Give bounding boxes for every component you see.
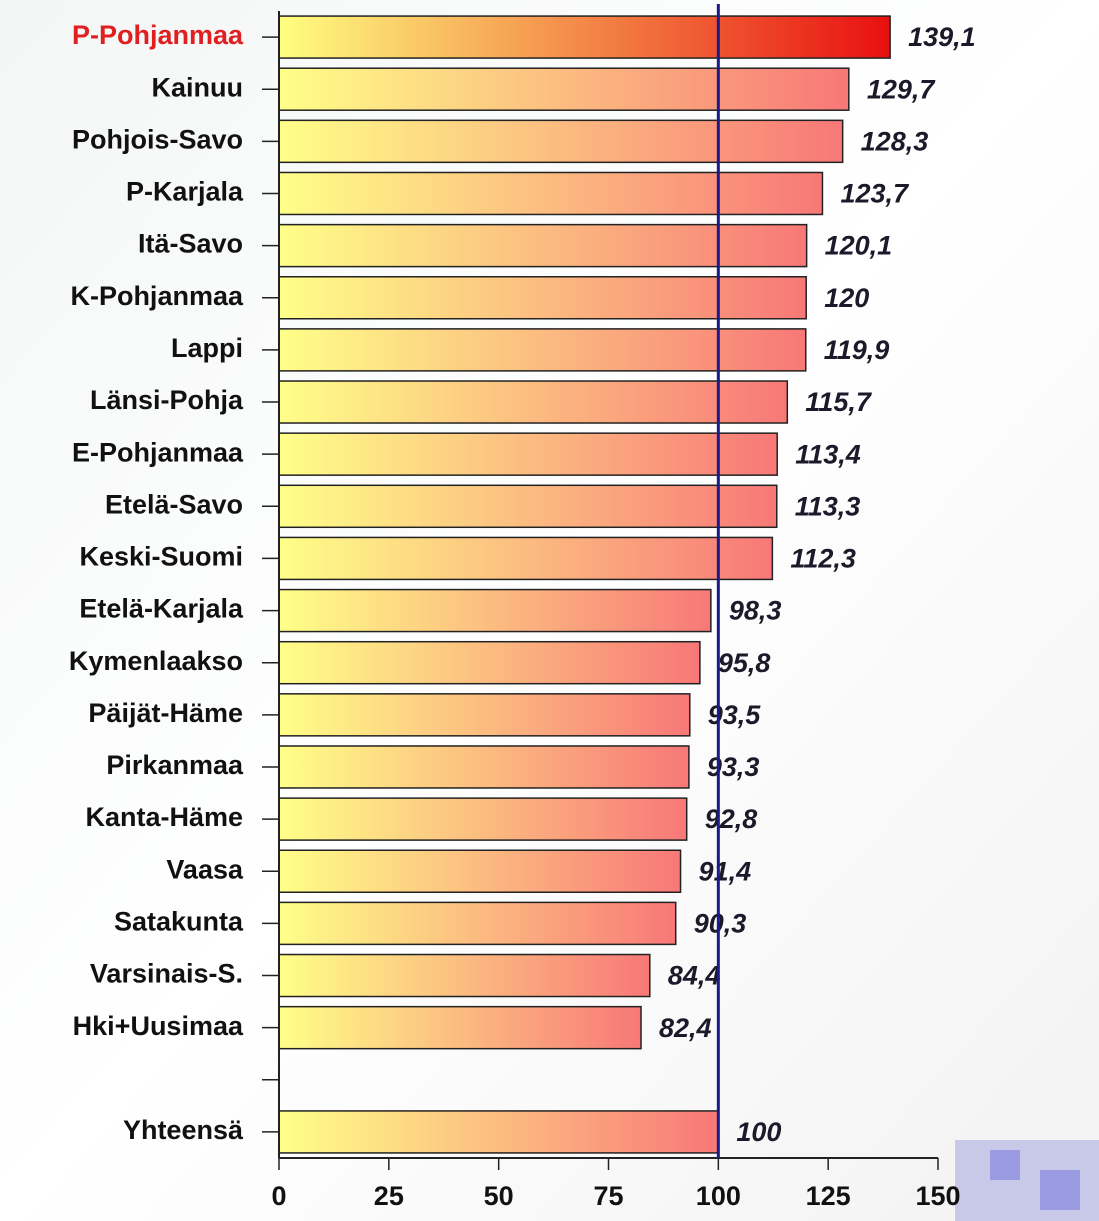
- value-label: 84,4: [668, 961, 721, 991]
- value-label: 95,8: [718, 648, 771, 678]
- x-tick-label: 100: [696, 1181, 741, 1211]
- value-label: 98,3: [729, 596, 782, 626]
- bar: [278, 797, 688, 841]
- value-label: 92,8: [705, 804, 758, 834]
- bar: [278, 1110, 720, 1154]
- value-label: 82,4: [659, 1013, 712, 1043]
- value-label: 93,3: [707, 752, 760, 782]
- bar: [278, 380, 789, 424]
- y-tick-label: Etelä-Savo: [105, 489, 243, 519]
- y-tick-label: K-Pohjanmaa: [70, 281, 244, 311]
- y-tick-label: P-Karjala: [126, 177, 244, 207]
- x-tick-label: 25: [374, 1181, 404, 1211]
- value-label: 113,3: [795, 491, 861, 521]
- bar: [278, 1005, 642, 1050]
- bar: [278, 640, 701, 685]
- y-tick-label: Vaasa: [166, 854, 244, 884]
- bar: [278, 119, 844, 164]
- bar: [278, 67, 850, 111]
- y-tick-label: Lappi: [171, 333, 243, 363]
- y-tick-label: Satakunta: [114, 907, 244, 937]
- y-tick-label: P-Pohjanmaa: [72, 20, 244, 50]
- bar: [278, 588, 712, 633]
- y-tick-label: Pohjois-Savo: [72, 124, 243, 154]
- value-label: 128,3: [861, 126, 929, 156]
- value-label: 123,7: [840, 179, 910, 209]
- y-tick-label: Itä-Savo: [138, 229, 243, 259]
- value-label: 112,3: [790, 544, 856, 574]
- value-label: 129,7: [867, 74, 937, 104]
- decoration: [955, 1140, 1099, 1221]
- bar: [278, 536, 774, 581]
- value-label: 91,4: [699, 856, 752, 886]
- value-label: 93,5: [708, 700, 762, 730]
- bar: [278, 901, 677, 946]
- value-label: 120,1: [825, 231, 893, 261]
- y-tick-label: Päijät-Häme: [88, 698, 243, 728]
- y-tick-label: Länsi-Pohja: [90, 385, 244, 415]
- bar: [278, 953, 651, 998]
- bar: [278, 693, 691, 737]
- x-tick-label: 50: [484, 1181, 514, 1211]
- bar: [278, 171, 824, 216]
- y-tick-label: Kymenlaakso: [69, 646, 243, 676]
- y-tick-label: Varsinais-S.: [90, 959, 243, 989]
- y-tick-label: E-Pohjanmaa: [72, 437, 244, 467]
- bar: [278, 432, 778, 476]
- value-label: 119,9: [824, 335, 890, 365]
- bar: [278, 849, 682, 893]
- value-label: 90,3: [694, 909, 747, 939]
- y-tick-label: Yhteensä: [123, 1115, 244, 1145]
- x-tick-label: 0: [271, 1181, 286, 1211]
- y-tick-label: Kainuu: [152, 72, 244, 102]
- x-tick-label: 125: [806, 1181, 851, 1211]
- y-tick-label: Kanta-Häme: [85, 802, 243, 832]
- value-label: 120: [824, 283, 869, 313]
- value-label: 113,4: [795, 439, 861, 469]
- bar: [278, 328, 807, 372]
- bar: [278, 276, 807, 320]
- x-tick-label: 75: [593, 1181, 623, 1211]
- value-label: 115,7: [805, 387, 873, 417]
- bar: [278, 15, 891, 59]
- bar: [278, 484, 778, 529]
- y-tick-label: Keski-Suomi: [79, 542, 243, 572]
- y-tick-label: Etelä-Karjala: [79, 594, 244, 624]
- x-tick-label: 150: [915, 1181, 960, 1211]
- value-label: 139,1: [908, 22, 976, 52]
- y-tick-label: Hki+Uusimaa: [73, 1011, 244, 1041]
- y-tick-label: Pirkanmaa: [106, 750, 244, 780]
- bar: [278, 745, 690, 789]
- value-label: 100: [736, 1117, 781, 1147]
- bar: [278, 223, 808, 268]
